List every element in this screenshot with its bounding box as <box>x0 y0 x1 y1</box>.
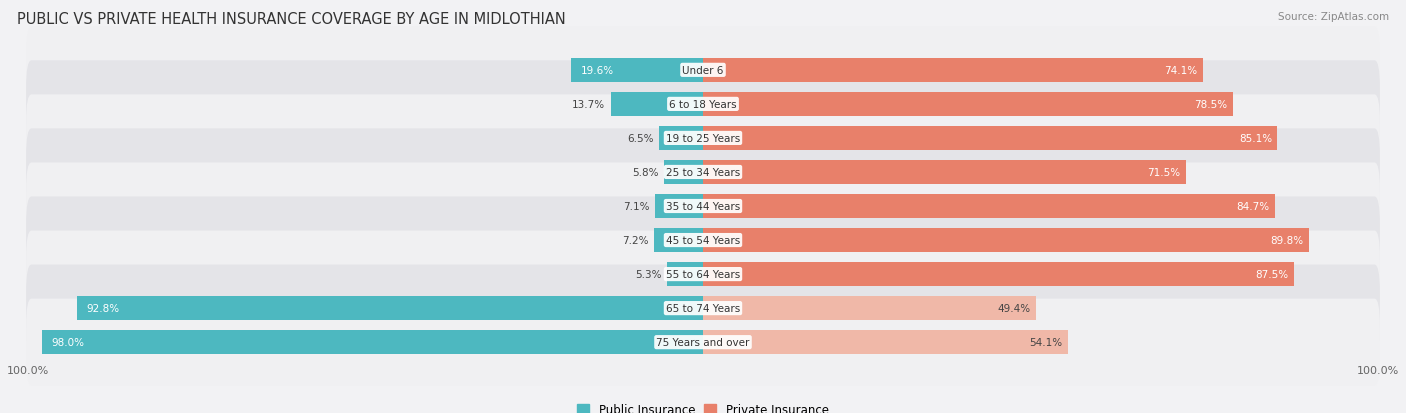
Text: 5.8%: 5.8% <box>631 168 658 178</box>
Text: 89.8%: 89.8% <box>1271 235 1303 245</box>
Text: 98.0%: 98.0% <box>52 337 84 347</box>
FancyBboxPatch shape <box>27 163 1379 250</box>
Text: 65 to 74 Years: 65 to 74 Years <box>666 304 740 313</box>
Text: 75 Years and over: 75 Years and over <box>657 337 749 347</box>
Text: 49.4%: 49.4% <box>998 304 1031 313</box>
Bar <box>668 262 703 287</box>
FancyBboxPatch shape <box>27 231 1379 318</box>
Text: 92.8%: 92.8% <box>87 304 120 313</box>
Text: PUBLIC VS PRIVATE HEALTH INSURANCE COVERAGE BY AGE IN MIDLOTHIAN: PUBLIC VS PRIVATE HEALTH INSURANCE COVER… <box>17 12 565 27</box>
Text: Under 6: Under 6 <box>682 66 724 76</box>
Text: 6 to 18 Years: 6 to 18 Years <box>669 100 737 109</box>
FancyBboxPatch shape <box>27 265 1379 352</box>
Bar <box>703 296 1036 320</box>
Text: 19.6%: 19.6% <box>581 66 614 76</box>
Text: 54.1%: 54.1% <box>1029 337 1063 347</box>
Bar <box>664 160 703 185</box>
FancyBboxPatch shape <box>27 27 1379 114</box>
FancyBboxPatch shape <box>27 299 1379 386</box>
Text: 25 to 34 Years: 25 to 34 Years <box>666 168 740 178</box>
Text: 13.7%: 13.7% <box>572 100 605 109</box>
Bar <box>610 93 703 117</box>
Bar <box>655 194 703 219</box>
Text: Source: ZipAtlas.com: Source: ZipAtlas.com <box>1278 12 1389 22</box>
Bar <box>42 330 703 354</box>
Bar <box>703 194 1275 219</box>
Text: 84.7%: 84.7% <box>1236 202 1270 211</box>
Text: 5.3%: 5.3% <box>636 269 662 280</box>
Legend: Public Insurance, Private Insurance: Public Insurance, Private Insurance <box>572 398 834 413</box>
Text: 7.1%: 7.1% <box>623 202 650 211</box>
FancyBboxPatch shape <box>27 129 1379 216</box>
Text: 35 to 44 Years: 35 to 44 Years <box>666 202 740 211</box>
Text: 85.1%: 85.1% <box>1239 133 1272 144</box>
Bar <box>703 262 1294 287</box>
Bar <box>703 126 1277 151</box>
Text: 78.5%: 78.5% <box>1194 100 1227 109</box>
Text: 55 to 64 Years: 55 to 64 Years <box>666 269 740 280</box>
FancyBboxPatch shape <box>27 197 1379 284</box>
Bar <box>77 296 703 320</box>
Text: 74.1%: 74.1% <box>1164 66 1198 76</box>
Text: 7.2%: 7.2% <box>623 235 650 245</box>
Text: 6.5%: 6.5% <box>627 133 654 144</box>
Bar <box>703 228 1309 253</box>
FancyBboxPatch shape <box>27 61 1379 148</box>
Text: 45 to 54 Years: 45 to 54 Years <box>666 235 740 245</box>
Bar <box>703 59 1204 83</box>
Bar <box>703 330 1069 354</box>
Bar <box>703 160 1185 185</box>
Text: 19 to 25 Years: 19 to 25 Years <box>666 133 740 144</box>
FancyBboxPatch shape <box>27 95 1379 182</box>
Bar <box>659 126 703 151</box>
Bar <box>571 59 703 83</box>
Bar <box>703 93 1233 117</box>
Bar <box>654 228 703 253</box>
Text: 87.5%: 87.5% <box>1256 269 1288 280</box>
Text: 71.5%: 71.5% <box>1147 168 1180 178</box>
